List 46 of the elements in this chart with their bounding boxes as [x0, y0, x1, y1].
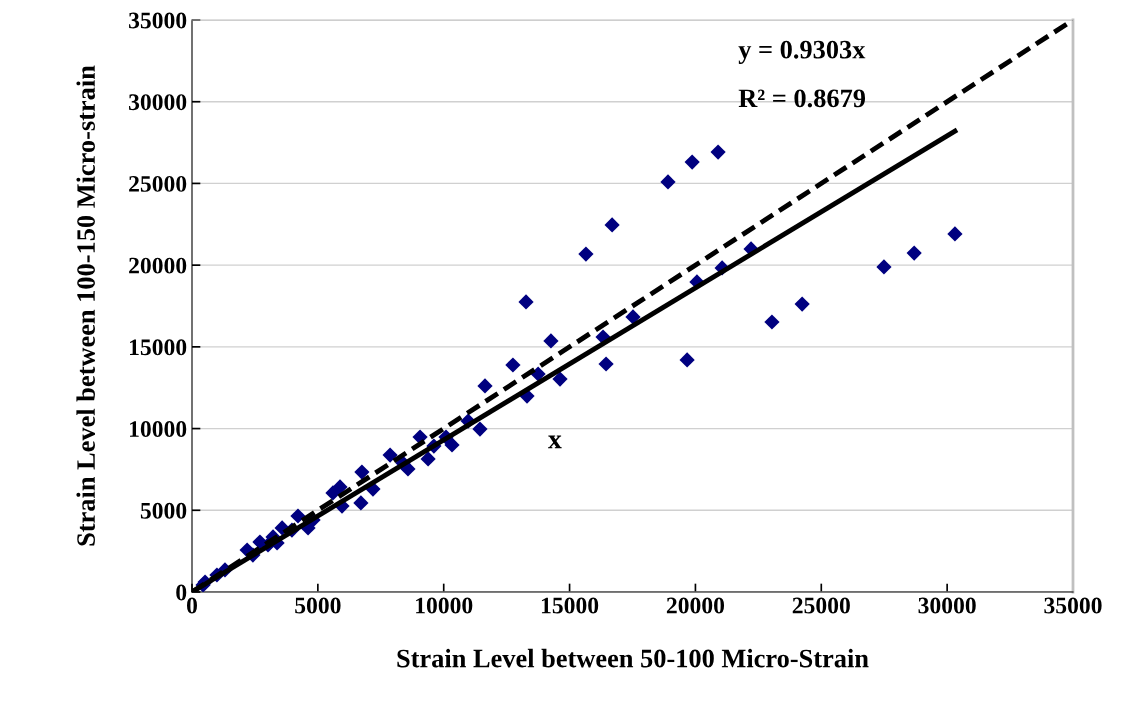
- point: [420, 451, 436, 467]
- x-tick-label: 10000: [416, 597, 473, 614]
- point: [604, 217, 620, 233]
- point: [382, 447, 398, 463]
- y-tick-label: 15000: [130, 339, 187, 356]
- x-tick-label: 20000: [666, 597, 725, 614]
- point: [518, 294, 534, 310]
- y-tick-label: 20000: [129, 257, 187, 274]
- annotation: R² = 0.8679: [738, 89, 866, 108]
- point: [290, 508, 306, 524]
- point: [679, 352, 695, 368]
- point: [477, 378, 493, 394]
- x-tick-label: 25000: [792, 597, 850, 614]
- point: [710, 144, 726, 160]
- point: [444, 437, 460, 453]
- y-tick-label: 25000: [129, 175, 187, 192]
- point: [354, 464, 370, 480]
- x-tick-label: 30000: [918, 597, 976, 614]
- x-axis-title: Strain Level between 50-100 Micro-Strain: [397, 648, 869, 668]
- point: [660, 174, 676, 190]
- point: [505, 357, 521, 373]
- y-tick-label: 10000: [130, 421, 187, 437]
- y-tick-label: 5000: [140, 502, 187, 519]
- annotation: x: [548, 435, 562, 449]
- point: [794, 296, 810, 312]
- y-tick-label: 30000: [129, 94, 187, 111]
- point: [353, 495, 369, 511]
- y-tick-label: 0: [176, 584, 187, 601]
- x-tick-label: 35000: [1044, 597, 1102, 614]
- y-axis-title: Strain Level between 100-150 Micro-strain: [76, 65, 95, 546]
- point: [625, 309, 641, 325]
- point: [684, 154, 700, 170]
- point: [543, 333, 559, 349]
- point: [598, 356, 614, 372]
- y-tick-label: 35000: [129, 12, 187, 29]
- point: [947, 226, 963, 242]
- annotation: y = 0.9303x: [738, 40, 866, 64]
- point: [552, 371, 568, 387]
- point: [906, 245, 922, 261]
- point: [332, 479, 348, 495]
- point: [764, 314, 780, 330]
- point: [876, 259, 892, 275]
- point: [578, 246, 594, 262]
- point: [472, 421, 488, 437]
- x-tick-label: 15000: [541, 597, 599, 614]
- x-tick-label: 5000: [295, 597, 341, 614]
